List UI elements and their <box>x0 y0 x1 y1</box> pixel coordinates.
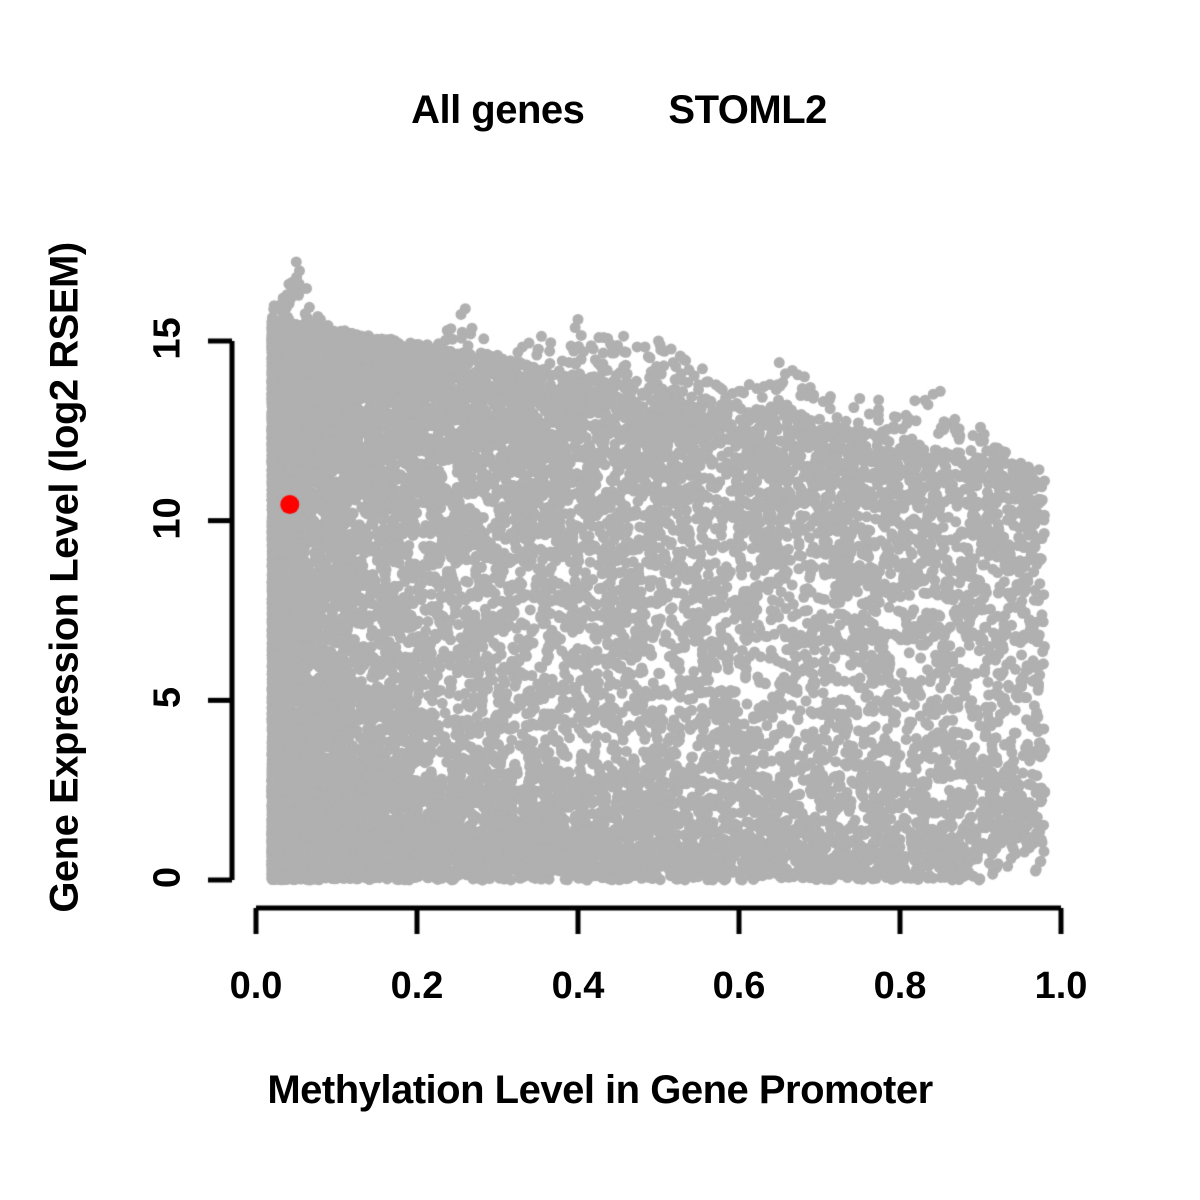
y-tick-label: 0 <box>146 866 189 889</box>
x-tick-label: 0.6 <box>712 965 766 1007</box>
x-tick-label: 0.8 <box>873 965 927 1007</box>
x-tick-label: 0.0 <box>229 965 283 1007</box>
y-axis-title: Gene Expression Level (log2 RSEM) <box>42 242 87 913</box>
y-tick-label: 15 <box>146 317 189 360</box>
x-tick-label: 0.4 <box>551 965 605 1007</box>
y-tick-label: 10 <box>146 497 189 540</box>
x-axis-title: Methylation Level in Gene Promoter <box>267 1068 933 1112</box>
x-tick-label: 0.2 <box>390 965 444 1007</box>
y-tick-label: 5 <box>146 687 189 709</box>
x-tick-label: 1.0 <box>1034 965 1088 1007</box>
